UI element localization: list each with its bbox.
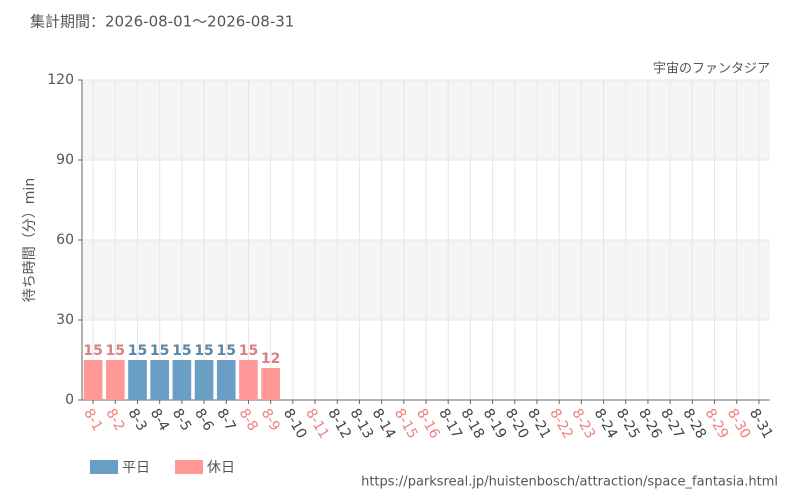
x-tick-label: 8-31	[746, 406, 776, 442]
x-tick-label: 8-2	[102, 406, 127, 434]
data-label: 15	[194, 343, 213, 359]
data-label: 15	[128, 343, 147, 359]
y-tick-label: 90	[56, 152, 74, 168]
bar	[105, 360, 125, 400]
x-tick-label: 8-5	[169, 406, 194, 434]
x-tick-label: 8-7	[213, 406, 238, 434]
y-axis-title: 待ち時間（分）min	[22, 178, 38, 302]
x-tick-label: 8-6	[191, 406, 216, 434]
bar	[239, 360, 258, 400]
data-label: 12	[261, 351, 280, 367]
x-tick-label: 8-3	[125, 406, 150, 434]
legend-label: 平日	[122, 460, 150, 476]
y-tick-label: 30	[56, 312, 74, 328]
legend-swatch	[175, 460, 203, 474]
x-tick-label: 8-9	[258, 406, 283, 434]
data-label: 15	[150, 343, 169, 359]
legend-swatch	[90, 460, 118, 474]
data-label: 15	[217, 343, 236, 359]
x-tick-label: 8-4	[147, 406, 172, 434]
data-label: 15	[106, 343, 125, 359]
bar	[83, 360, 103, 400]
x-tick-label: 8-8	[236, 406, 261, 434]
y-tick-label: 60	[56, 232, 74, 248]
source-url: https://parksreal.jp/huistenbosch/attrac…	[361, 475, 778, 490]
y-tick-label: 0	[65, 392, 74, 408]
bar	[194, 360, 214, 400]
chart-subtitle: 宇宙のファンタジア	[653, 62, 770, 77]
chart-title: 集計期間：2026-08-01～2026-08-31	[30, 13, 294, 31]
x-tick-label: 8-1	[80, 406, 105, 434]
bar	[261, 368, 280, 400]
bar	[172, 360, 192, 400]
bar	[216, 360, 236, 400]
bar	[150, 360, 169, 400]
bar	[128, 360, 147, 400]
y-tick-label: 120	[47, 72, 74, 88]
data-label: 15	[239, 343, 258, 359]
data-label: 15	[172, 343, 191, 359]
data-label: 15	[83, 343, 102, 359]
legend-label: 休日	[207, 460, 235, 476]
